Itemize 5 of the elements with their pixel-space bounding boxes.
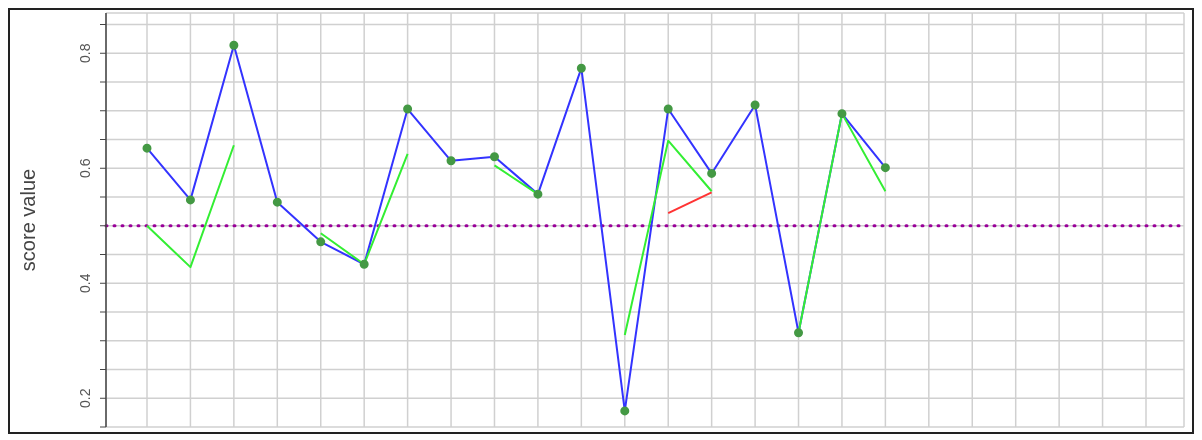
y-tick-label: 0.8: [77, 43, 93, 63]
y-tick-label: 0.2: [77, 388, 93, 408]
y-tick-label: 0.6: [77, 158, 93, 178]
y-tick-label: 0.4: [77, 273, 93, 293]
y-axis-title: score value: [17, 168, 40, 272]
